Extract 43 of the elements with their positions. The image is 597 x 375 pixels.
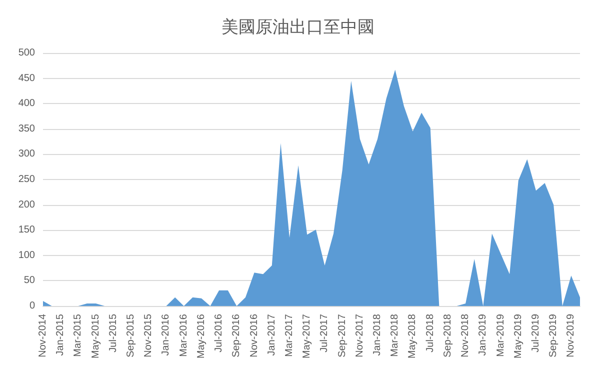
x-tick-label: Nov-2018	[460, 314, 472, 358]
y-tick-label: 450	[18, 72, 36, 84]
x-tick-label: Jan-2018	[372, 314, 384, 356]
y-tick-label: 500	[18, 48, 36, 58]
y-tick-label: 0	[29, 300, 36, 312]
x-tick-label: Sep-2015	[126, 314, 137, 358]
x-tick-label: May-2018	[407, 314, 418, 358]
x-tick-label: Jul-2015	[108, 314, 119, 352]
x-tick-label: May-2015	[90, 314, 102, 358]
chart-title: 美國原油出口至中國	[222, 18, 374, 38]
x-tick-label: Sep-2016	[231, 314, 242, 358]
y-tick-label: 250	[18, 174, 36, 185]
x-tick-label: Nov-2016	[248, 314, 260, 358]
y-tick-label: 100	[18, 250, 36, 261]
x-tick-label: May-2019	[512, 314, 524, 358]
y-tick-label: 150	[18, 224, 36, 236]
x-tick-label: Sep-2017	[336, 314, 348, 358]
x-tick-label: Mar-2017	[284, 314, 295, 357]
y-tick-label: 200	[18, 199, 36, 210]
x-tick-label: Nov-2017	[354, 314, 366, 358]
y-tick-label: 50	[24, 275, 36, 286]
x-tick-label: Jan-2015	[55, 314, 66, 356]
x-tick-label: May-2017	[302, 314, 313, 358]
x-tick-label: Jul-2017	[319, 314, 330, 352]
x-tick-label: Mar-2015	[72, 314, 84, 357]
x-tick-label: Jul-2018	[424, 314, 436, 352]
x-tick-label: Jan-2019	[478, 314, 489, 356]
x-tick-label: Nov-2019	[566, 314, 577, 358]
x-tick-label: Nov-2015	[143, 314, 154, 358]
y-tick-label: 400	[18, 98, 36, 110]
x-tick-label: Sep-2019	[548, 314, 560, 358]
y-tick-label: 300	[18, 148, 36, 160]
x-tick-label: Jan-2017	[266, 314, 278, 356]
x-tick-label: May-2016	[196, 314, 207, 358]
y-tick-label: 350	[18, 123, 36, 134]
x-tick-label: Nov-2014	[38, 314, 48, 358]
x-tick-label: Mar-2018	[390, 314, 401, 357]
x-tick-label: Mar-2016	[178, 314, 190, 357]
x-tick-label: Jul-2019	[530, 314, 542, 352]
x-tick-label: Mar-2019	[495, 314, 506, 357]
x-tick-label: Jul-2016	[214, 314, 225, 352]
x-tick-label: Sep-2018	[442, 314, 454, 358]
x-tick-label: Jan-2016	[160, 314, 172, 356]
